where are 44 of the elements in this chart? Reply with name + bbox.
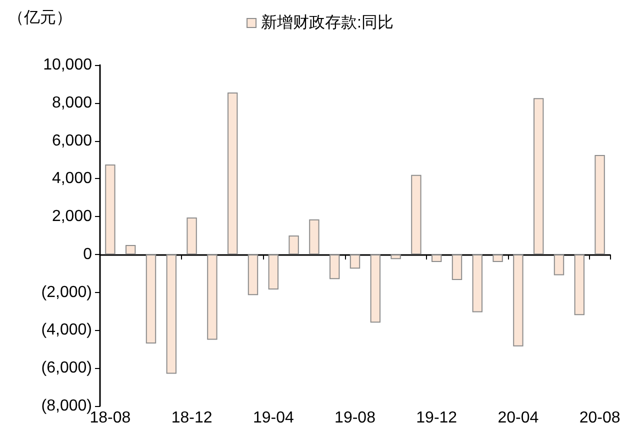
bar	[288, 236, 299, 254]
bar	[390, 254, 401, 260]
bar	[146, 254, 156, 344]
y-tick-label: (8,000)	[41, 398, 92, 414]
bar	[166, 254, 176, 374]
y-tick-label: (2,000)	[41, 284, 92, 301]
x-tick-label: 20-08	[579, 410, 620, 426]
y-tick-label: 4,000	[52, 170, 92, 188]
bar	[370, 254, 380, 323]
bar	[330, 254, 340, 280]
bar	[472, 254, 482, 312]
y-tick-label: (6,000)	[41, 360, 92, 377]
x-tick-label: 19-08	[334, 410, 376, 426]
bar	[574, 254, 584, 316]
legend-label: 新增财政存款:同比	[261, 14, 394, 32]
y-tick-label: 2,000	[52, 208, 92, 226]
y-tick-label: (4,000)	[41, 322, 92, 339]
bar	[126, 244, 136, 254]
x-tick-label: 18-12	[171, 410, 212, 426]
x-tick-label: 19-04	[252, 410, 294, 426]
x-tick-label: 18-08	[90, 410, 131, 426]
bar	[411, 174, 422, 254]
bar	[350, 254, 360, 269]
bar	[452, 254, 462, 280]
y-tick-label: 10,000	[43, 56, 92, 74]
y-tick-label: 8,000	[52, 94, 92, 112]
x-tick-label: 20-04	[498, 410, 539, 426]
bar	[207, 254, 218, 340]
bar	[248, 254, 258, 296]
bar	[534, 98, 544, 254]
bar	[513, 254, 524, 346]
bar	[105, 164, 116, 254]
bar	[268, 254, 278, 290]
x-tick-label: 19-12	[416, 410, 458, 426]
bar	[492, 254, 503, 262]
y-tick-label: 6,000	[52, 132, 92, 150]
y-axis-title: （亿元）	[8, 10, 72, 26]
bar	[432, 254, 442, 262]
bar	[309, 219, 320, 254]
bar	[594, 154, 605, 254]
y-tick-label: 0	[83, 246, 92, 263]
bar	[554, 254, 564, 276]
bar	[186, 218, 197, 254]
bar	[228, 92, 238, 254]
